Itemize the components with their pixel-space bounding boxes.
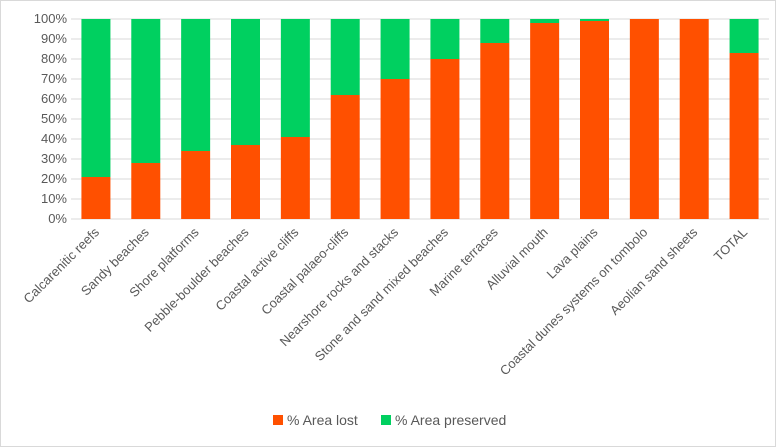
bar-segment-area-preserved	[131, 19, 161, 163]
y-tick-label: 30%	[41, 151, 67, 166]
legend: % Area lost % Area preserved	[273, 412, 506, 428]
y-tick-label: 10%	[41, 191, 67, 206]
bar-segment-area-lost	[81, 177, 111, 219]
y-tick-label: 50%	[41, 111, 67, 126]
bar-segment-area-lost	[679, 19, 709, 219]
bars	[81, 19, 759, 219]
gridlines	[71, 18, 769, 220]
bar-segment-area-lost	[181, 151, 211, 219]
bar-segment-area-preserved	[181, 19, 211, 151]
y-tick-label: 60%	[41, 91, 67, 106]
bar-segment-area-preserved	[380, 19, 410, 79]
x-tick-label: Coastal palaeo-cliffs	[258, 224, 352, 318]
x-tick-label: TOTAL	[711, 225, 750, 264]
y-tick-label: 0%	[48, 211, 67, 226]
x-tick-label: Coastal active cliffs	[212, 224, 301, 313]
y-tick-label: 90%	[41, 31, 67, 46]
bar-segment-area-preserved	[231, 19, 260, 145]
bar-segment-area-preserved	[81, 19, 111, 177]
bar-segment-area-lost	[729, 53, 759, 219]
y-tick-label: 80%	[41, 51, 67, 66]
bar-segment-area-lost	[480, 43, 510, 219]
bar-segment-area-lost	[530, 23, 560, 219]
bar-segment-area-preserved	[430, 19, 460, 59]
legend-label-area-preserved: % Area preserved	[395, 412, 506, 428]
y-tick-label: 20%	[41, 171, 67, 186]
legend-swatch-area-preserved	[381, 415, 391, 425]
bar-segment-area-lost	[280, 137, 310, 219]
y-axis-tick-labels: 0% 10% 20% 30% 40% 50% 60% 70% 80% 90% 100%	[34, 11, 68, 226]
x-tick-label: Aeolian sand sheets	[607, 224, 701, 318]
bar-segment-area-lost	[430, 59, 460, 219]
bar-segment-area-lost	[131, 163, 161, 219]
bar-segment-area-lost	[231, 145, 260, 219]
y-tick-label: 40%	[41, 131, 67, 146]
y-tick-label: 100%	[34, 11, 68, 26]
bar-segment-area-lost	[629, 19, 659, 219]
bar-segment-area-lost	[330, 95, 360, 219]
legend-label-area-lost: % Area lost	[287, 412, 358, 428]
bar-segment-area-lost	[380, 79, 410, 219]
bar-segment-area-preserved	[530, 19, 560, 23]
legend-swatch-area-lost	[273, 415, 283, 425]
bar-segment-area-preserved	[580, 19, 609, 21]
bar-segment-area-preserved	[480, 19, 510, 43]
y-tick-label: 70%	[41, 71, 67, 86]
bar-segment-area-preserved	[330, 19, 360, 95]
bar-segment-area-lost	[580, 21, 609, 219]
bar-segment-area-preserved	[729, 19, 759, 53]
bar-segment-area-preserved	[280, 19, 310, 137]
